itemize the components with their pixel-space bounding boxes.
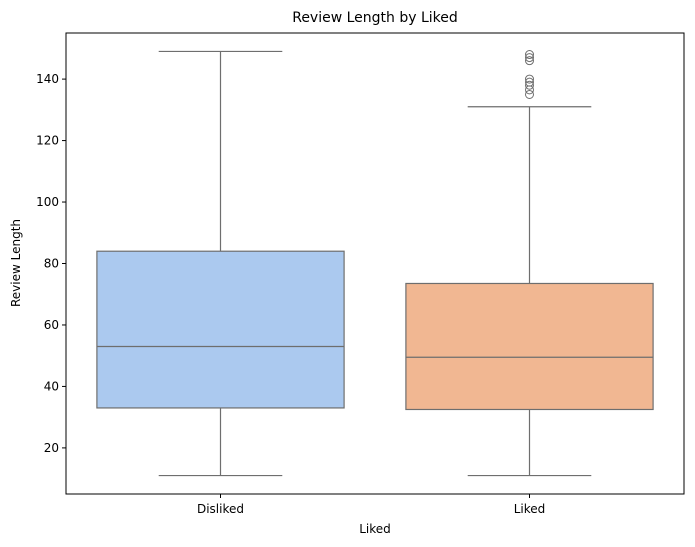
- outlier-point: [525, 74, 534, 84]
- y-axis: 20 40 60 80 100 120 140: [36, 72, 66, 455]
- y-tick-label: 20: [44, 441, 59, 455]
- outlier-point: [525, 56, 534, 66]
- y-tick-label: 120: [36, 134, 59, 148]
- x-tick-label: Disliked: [197, 502, 244, 516]
- x-tick-label: Liked: [514, 502, 546, 516]
- box-iqr: [405, 282, 654, 411]
- chart-title: Review Length by Liked: [292, 10, 458, 26]
- y-tick-label: 100: [36, 195, 59, 209]
- box-iqr: [96, 250, 345, 409]
- y-tick-label: 40: [44, 379, 59, 393]
- outlier-point: [525, 85, 534, 95]
- y-tick-label: 80: [44, 257, 59, 271]
- outlier-point: [525, 50, 534, 60]
- box-group-1: [405, 50, 654, 477]
- x-axis-label: Liked: [359, 522, 391, 536]
- x-axis: Disliked Liked: [197, 494, 545, 516]
- y-tick-label: 60: [44, 318, 59, 332]
- outlier-point: [525, 77, 534, 87]
- box-group-0: [96, 50, 345, 477]
- y-tick-label: 140: [36, 72, 59, 86]
- outlier-point: [525, 89, 534, 99]
- outlier-point: [525, 80, 534, 90]
- y-axis-label: Review Length: [9, 219, 23, 307]
- plot-area: [96, 50, 654, 477]
- outlier-point: [525, 53, 534, 63]
